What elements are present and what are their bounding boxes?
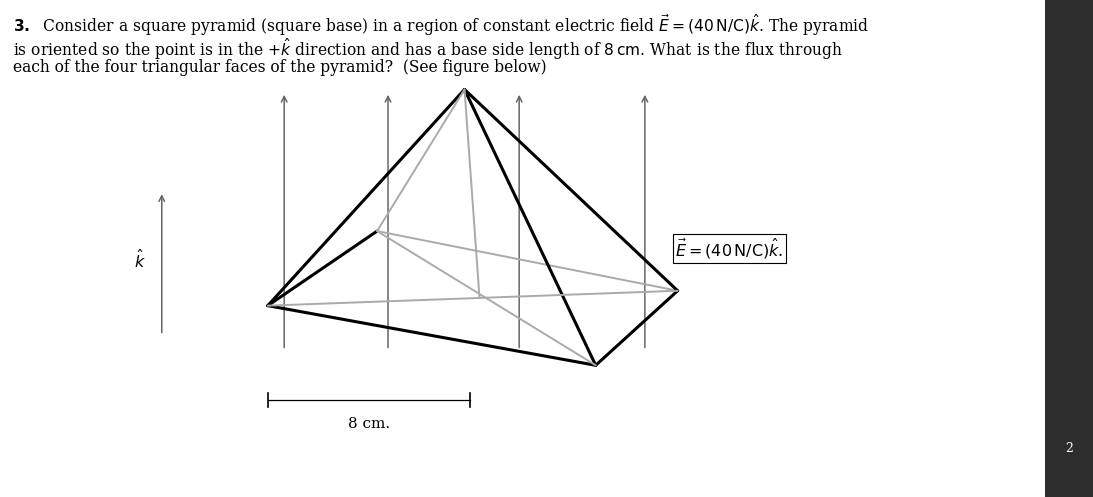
Text: is oriented so the point is in the $+\hat{k}$ direction and has a base side leng: is oriented so the point is in the $+\ha… [13,36,843,62]
Text: $\vec{E} = (40\,\mathrm{N/C})\hat{k}$.: $\vec{E} = (40\,\mathrm{N/C})\hat{k}$. [675,237,784,260]
Text: $\mathbf{3.}$  Consider a square pyramid (square base) in a region of constant e: $\mathbf{3.}$ Consider a square pyramid … [13,12,869,38]
Text: each of the four triangular faces of the pyramid?  (See figure below): each of the four triangular faces of the… [13,59,546,76]
Text: 8 cm.: 8 cm. [348,417,390,431]
Text: $\hat{k}$: $\hat{k}$ [133,250,145,272]
FancyBboxPatch shape [1045,0,1093,497]
Text: 2: 2 [1065,442,1073,455]
